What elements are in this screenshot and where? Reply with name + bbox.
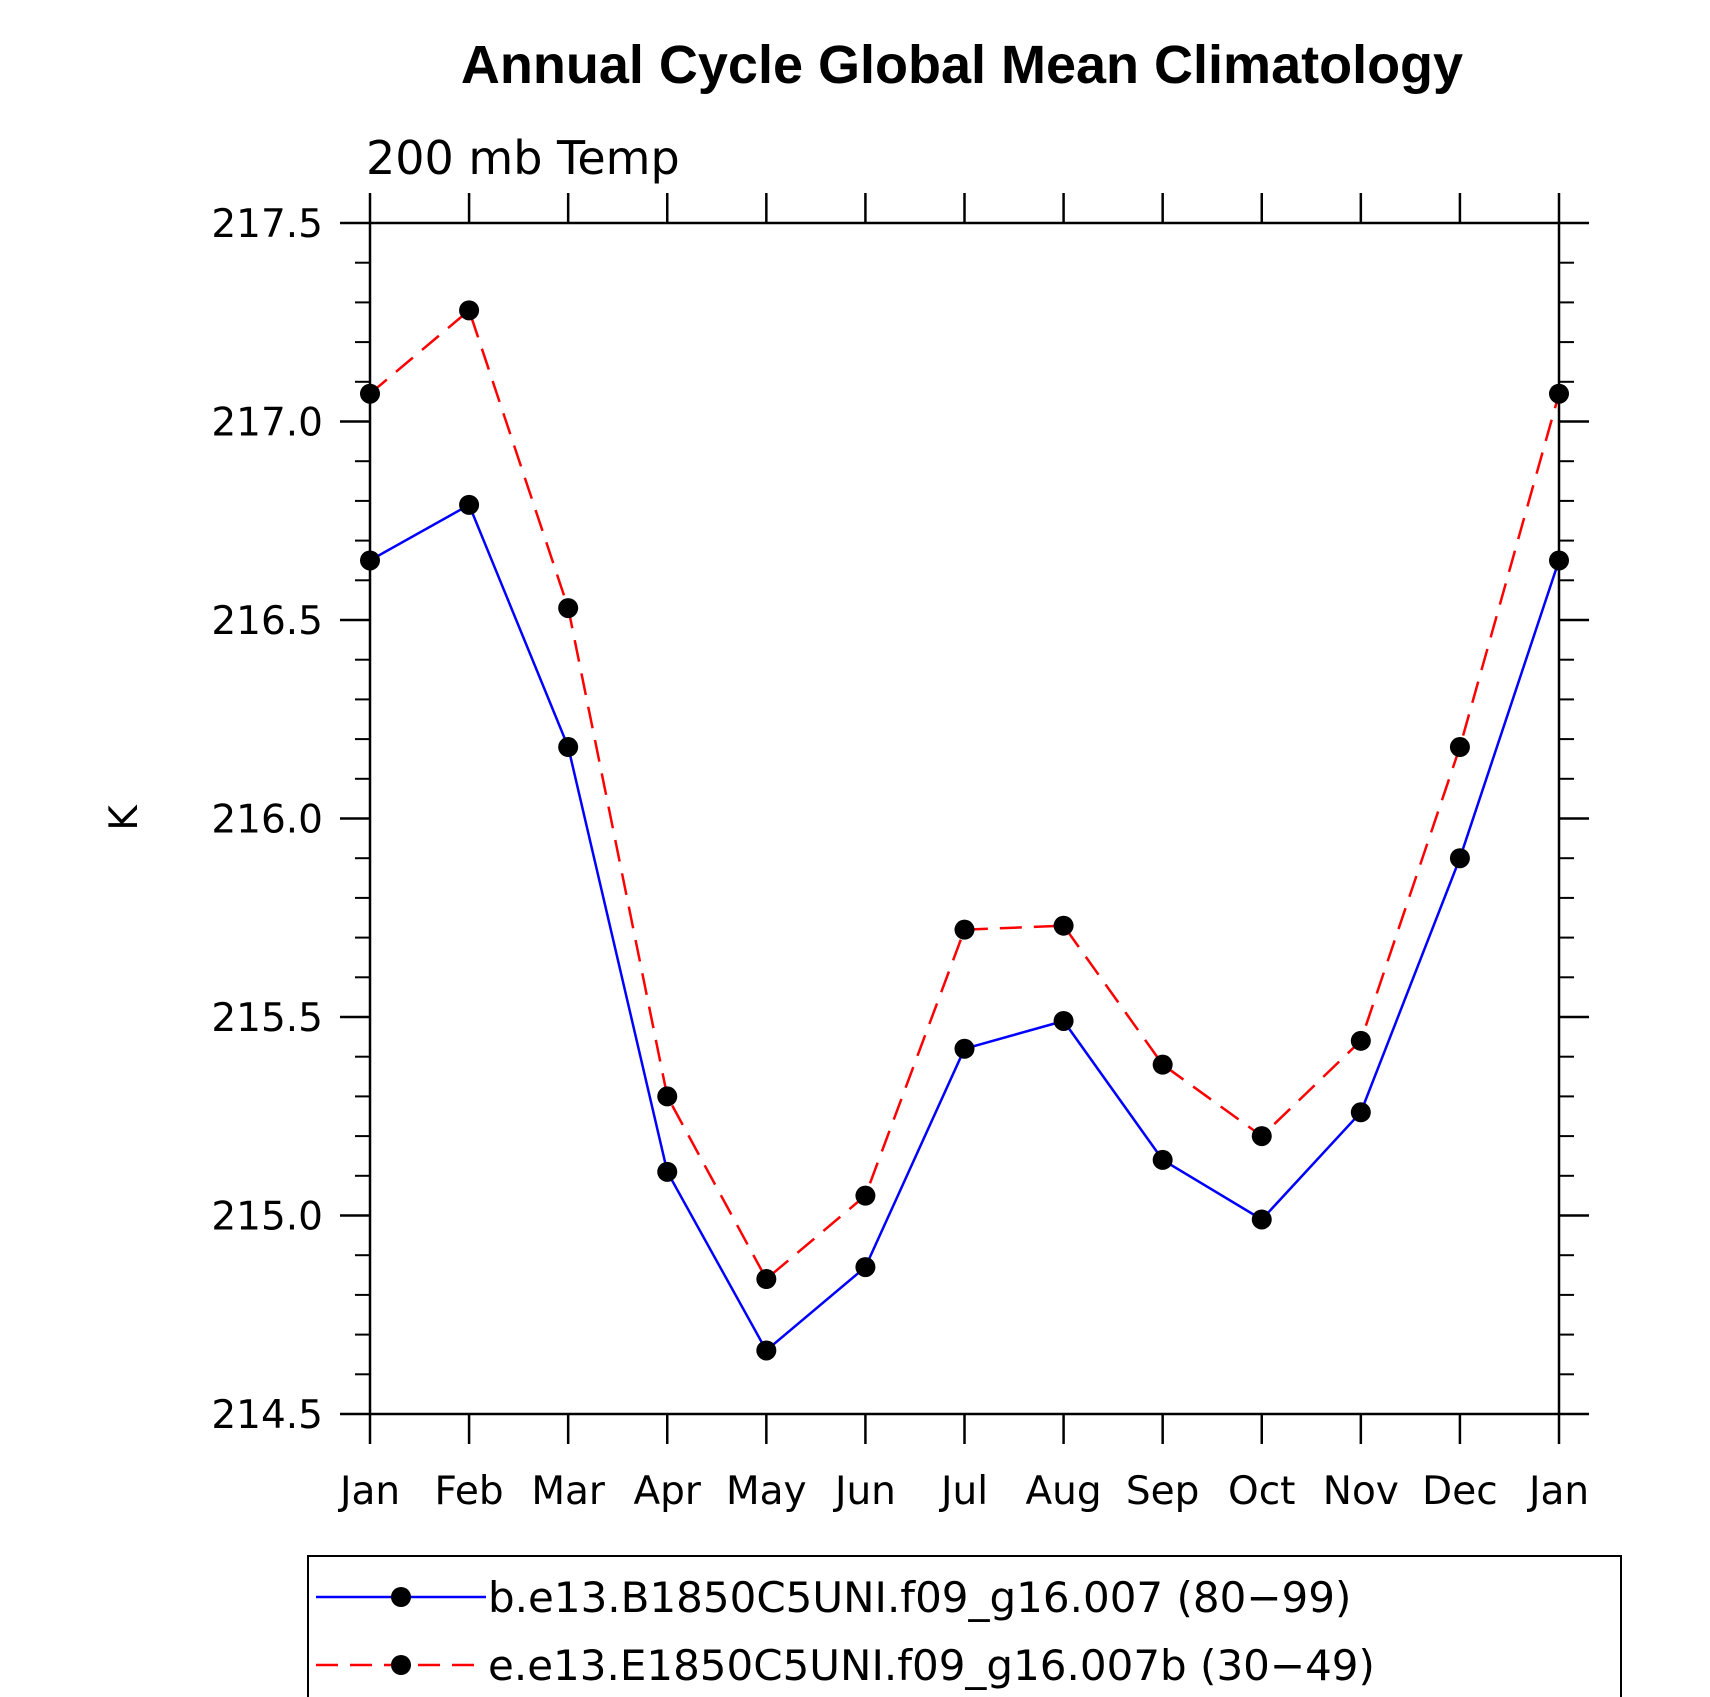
x-tick-label: Oct: [1228, 1469, 1295, 1514]
series-1-point: [360, 550, 380, 571]
series-2-point: [657, 1086, 678, 1107]
x-tick-label: Jan: [1526, 1469, 1589, 1514]
y-tick-label: 217.0: [211, 401, 323, 446]
y-tick-label: 215.0: [211, 1195, 323, 1240]
series-2-point: [1350, 1030, 1371, 1051]
y-tick-label: 215.5: [211, 996, 323, 1041]
series-1-point: [558, 737, 579, 758]
y-tick-label: 216.0: [211, 798, 323, 843]
plot-frame: [368, 221, 1561, 1416]
series-2-point: [954, 919, 975, 940]
x-tick-label: Sep: [1126, 1469, 1200, 1514]
y-tick-label: 216.5: [211, 599, 323, 644]
series-1-point: [459, 494, 480, 515]
legend-label-series-1: b.e13.B1850C5UNI.f09_g16.007 (80−99): [488, 1573, 1351, 1622]
y-tick-label: 217.5: [211, 202, 323, 247]
x-tick-label: Feb: [435, 1469, 504, 1514]
x-tick-label: May: [726, 1469, 807, 1514]
legend-marker-series-2: [391, 1655, 411, 1675]
series-1-point: [657, 1161, 678, 1182]
series-line-2: [369, 308, 1561, 1281]
y-axis-label: K: [102, 804, 147, 831]
chart-title: Annual Cycle Global Mean Climatology: [461, 35, 1463, 95]
chart-subtitle: 200 mb Temp: [366, 131, 680, 185]
series-2-point: [558, 598, 579, 619]
x-tick-labels: Jan Feb Mar Apr May Jun Jul Aug Sep Oct Nov Dec Jan: [337, 1469, 1589, 1514]
series-1-point: [855, 1257, 876, 1278]
series-1-point: [756, 1340, 777, 1361]
series-2-point: [855, 1185, 876, 1206]
legend-marker-series-1: [391, 1587, 411, 1607]
x-tick-label: Apr: [634, 1469, 702, 1514]
series-2-point: [360, 383, 380, 404]
y-tick-label: 214.5: [211, 1393, 323, 1438]
axis-ticks: [340, 193, 1589, 1444]
x-tick-label: Jun: [832, 1469, 896, 1514]
series-2-point: [1449, 737, 1470, 758]
x-tick-label: Jan: [337, 1469, 400, 1514]
y-tick-labels: 214.5 215.0 215.5 216.0 216.5 217.0 217.5: [211, 202, 323, 1438]
series-2-point: [459, 300, 480, 321]
x-tick-label: Aug: [1026, 1469, 1102, 1514]
series-layer: [360, 300, 1569, 1361]
x-tick-label: Dec: [1422, 1469, 1497, 1514]
x-tick-label: Mar: [531, 1469, 606, 1514]
legend-box: [307, 1555, 1622, 1697]
series-1-point: [1152, 1149, 1173, 1170]
x-tick-label: Jul: [938, 1469, 988, 1514]
series-1-point: [1549, 550, 1569, 571]
series-2-point: [1053, 915, 1074, 936]
series-1-point: [1251, 1209, 1272, 1230]
series-2-point: [1152, 1054, 1173, 1075]
series-2-point: [1549, 383, 1569, 404]
x-tick-label: Nov: [1323, 1469, 1399, 1514]
series-1-point: [954, 1038, 975, 1059]
series-2-point: [1251, 1126, 1272, 1147]
legend-label-series-2: e.e13.E1850C5UNI.f09_g16.007b (30−49): [488, 1641, 1375, 1690]
series-2-point: [756, 1269, 777, 1290]
legend: b.e13.B1850C5UNI.f09_g16.007 (80−99) e.e…: [307, 1555, 1622, 1697]
series-1-point: [1449, 848, 1470, 869]
series-1-point: [1053, 1010, 1074, 1031]
series-1-point: [1350, 1102, 1371, 1123]
